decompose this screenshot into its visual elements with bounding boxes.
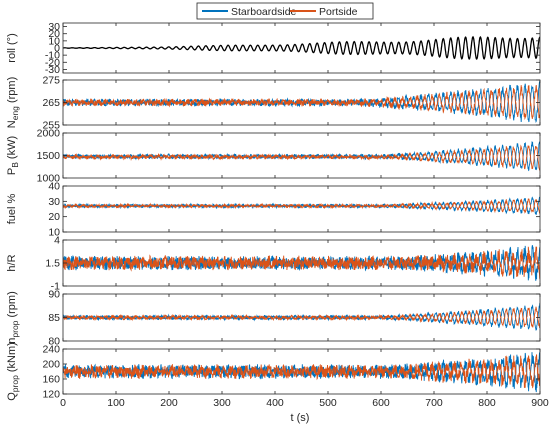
y-axis-label-pb: PB (kW) [6,136,20,175]
series-line-pb-0 [63,141,540,172]
series-line-fuel-1 [63,198,540,214]
y-axis-label-qprop: Qprop (kNm) [6,342,20,401]
y-tick-label-fuel: 30 [48,196,60,208]
y-tick-label-roll: 30 [48,21,60,33]
y-tick-label-fuel: 10 [48,227,60,239]
y-tick-label-roll: 20 [48,28,60,40]
y-tick-label-qprop: 240 [42,344,60,356]
y-tick-label-pb: 2000 [37,128,61,140]
series-line-qprop-1 [63,354,540,389]
y-tick-label-pb: 1500 [37,150,61,162]
y-tick-label-hr: -1 [51,281,60,293]
panel-nprop: 80 85 90 nprop (rpm) [6,289,541,348]
x-tick-label: 900 [531,397,549,409]
y-axis-label-neng: Neng (rpm) [6,77,20,128]
y-tick-label-roll: -10 [45,50,60,62]
series-line-roll-0 [63,35,540,60]
y-axis-label-fuel: fuel % [6,193,18,224]
series-line-pb-1 [63,144,540,172]
y-tick-label-neng: 265 [42,97,60,109]
y-tick-label-roll: 10 [48,35,60,47]
legend-box [196,2,374,20]
y-tick-label-roll: 0 [54,43,60,55]
y-tick-label-roll: -20 [45,57,60,69]
panel-qprop: 120 160 200 240 Qprop (kNm) [6,342,541,401]
legend: Starboardside Portside [196,2,374,20]
x-tick-label: 800 [478,397,496,409]
x-tick-label: 700 [425,397,443,409]
series-line-neng-1 [63,85,540,121]
x-tick-label: 400 [266,397,284,409]
y-tick-label-fuel: 20 [48,211,60,223]
panel-pb: 1000 1500 2000 PB (kW) [6,128,541,185]
y-tick-label-nprop: 85 [48,312,60,324]
legend-label-starboardside: Starboardside [231,6,297,18]
y-tick-label-hr: 1.5 [45,258,60,270]
y-tick-label-hr: 4 [54,235,60,247]
y-tick-label-qprop: 200 [42,359,60,371]
y-tick-label-roll: -30 [45,64,60,76]
x-tick-label: 500 [319,397,337,409]
y-axis-label-nprop: nprop (rpm) [6,291,20,343]
legend-label-portside: Portside [319,6,358,18]
y-tick-label-nprop: 80 [48,336,60,348]
panel-hr: -1 1.5 4 h/R [6,235,541,293]
y-tick-label-fuel: 40 [48,181,60,193]
y-tick-label-qprop: 160 [42,374,60,386]
y-axis-label-hr: h/R [6,254,18,271]
panel-fuel: 10 20 30 40 fuel % [6,181,541,239]
x-tick-label: 100 [107,397,125,409]
axes-box-fuel [62,185,541,233]
series-line-hr-1 [63,246,540,280]
y-axis-label-roll: roll (°) [6,33,18,62]
x-tick-label: 0 [60,397,66,409]
x-tick-label: 200 [160,397,178,409]
y-tick-label-neng: 255 [42,120,60,132]
x-tick-label: 600 [372,397,390,409]
x-axis: 0 100 200 300 400 500 600 700 800 900 [60,397,549,409]
series-line-nprop-1 [63,306,540,329]
y-tick-label-qprop: 120 [42,389,60,401]
y-tick-label-pb: 1000 [37,173,61,185]
panel-neng: 255 265 275 Neng (rpm) [6,75,541,132]
x-tick-label: 300 [213,397,231,409]
x-axis-label: t (s) [291,412,310,424]
axes-box-qprop [62,348,541,395]
y-tick-label-neng: 275 [42,75,60,87]
y-tick-label-nprop: 90 [48,289,60,301]
